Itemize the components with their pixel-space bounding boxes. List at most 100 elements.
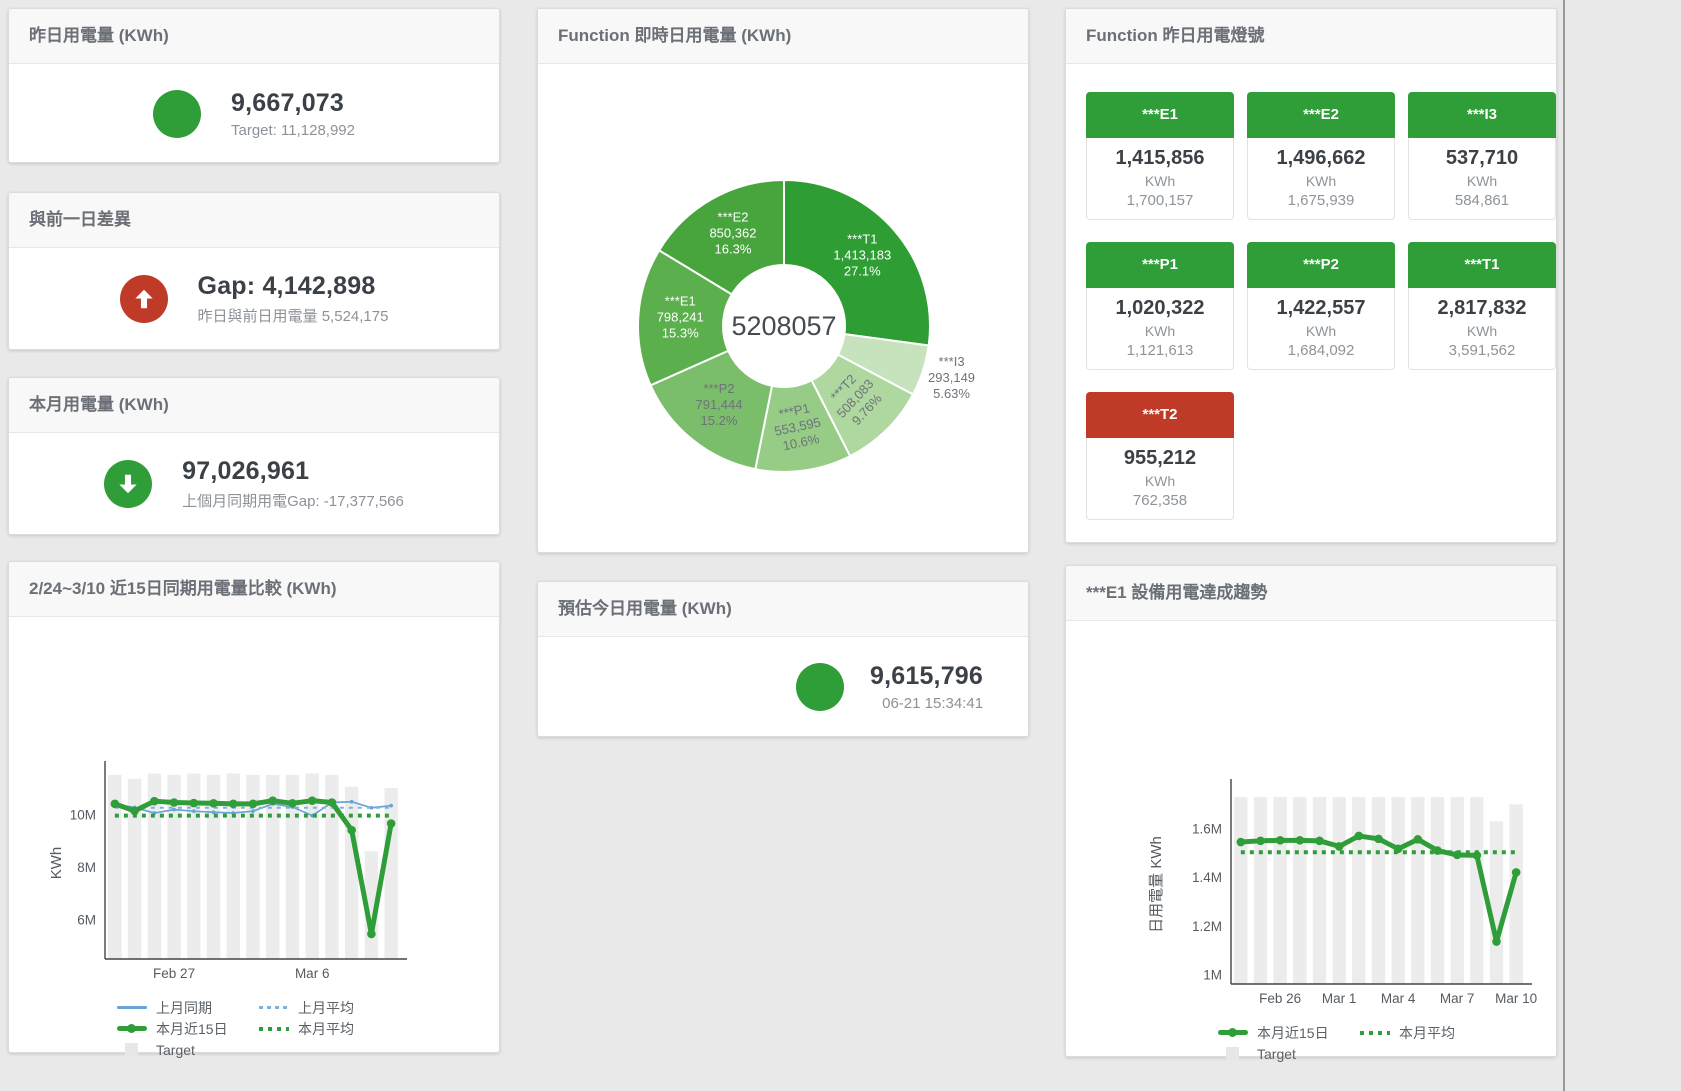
status-tile[interactable]: ***E2 1,496,662 KWh 1,675,939 [1247,92,1395,220]
kpi-value: Gap: 4,142,898 [197,272,376,300]
svg-text:Feb 26: Feb 26 [1259,991,1301,1006]
legend-label: 本月近15日 [1257,1024,1329,1041]
card-title: Function 即時日用電量 (KWh) [538,9,1028,64]
tile-target: 1,121,613 [1126,342,1194,359]
kpi-value: 97,026,961 [182,457,310,485]
tile-unit: KWh [1466,173,1498,189]
window-edge-divider [1563,0,1565,1091]
tile-unit: KWh [1305,173,1337,189]
tile-value: 1,422,557 [1276,297,1366,319]
svg-text:Mar 7: Mar 7 [1440,991,1475,1006]
status-tile[interactable]: ***I3 537,710 KWh 584,861 [1408,92,1556,220]
status-tile[interactable]: ***T2 955,212 KWh 762,358 [1086,392,1234,520]
tile-name: ***T1 [1408,242,1556,288]
tile-target: 3,591,562 [1448,342,1516,359]
tile-value: 1,415,856 [1115,147,1205,169]
green-dot-swatch-icon [1360,1030,1390,1035]
status-tile[interactable]: ***E1 1,415,856 KWh 1,700,157 [1086,92,1234,220]
compare15-legend[interactable]: 上月同期 上月平均本月近15日 本月平均 Target [9,994,499,1060]
tile-name: ***P2 [1247,242,1395,288]
card-title: 本月用電量 (KWh) [9,378,499,433]
kpi-text: 9,615,796 06-21 15:34:41 [870,662,983,712]
svg-text:日用電量 KWh: 日用電量 KWh [1148,836,1165,933]
card-title: 2/24~3/10 近15日同期用電量比較 (KWh) [9,562,499,617]
legend-label: 本月平均 [298,1020,354,1037]
status-tile[interactable]: ***T1 2,817,832 KWh 3,591,562 [1408,242,1556,370]
legend-item[interactable]: 上月同期 [117,998,259,1018]
svg-text:Mar 1: Mar 1 [1322,991,1357,1006]
kpi-value: 9,667,073 [231,88,345,117]
kpi-sub: 上個月同期用電Gap: -17,377,566 [182,493,404,510]
card-month-usage: 本月用電量 (KWh) 97,026,961 上個月同期用電Gap: -17,3… [8,377,500,535]
card-title: 預估今日用電量 (KWh) [538,582,1028,637]
card-status-lights: Function 昨日用電燈號 ***E1 1,415,856 KWh 1,70… [1065,8,1557,543]
legend-label: Target [156,1041,195,1058]
kpi-timestamp: 06-21 15:34:41 [882,695,984,712]
legend-label: 本月近15日 [156,1020,228,1037]
card-title: ***E1 設備用電達成趨勢 [1066,566,1556,621]
card-title: Function 昨日用電燈號 [1066,9,1556,64]
legend-item[interactable]: 上月平均 [259,998,401,1018]
legend-item[interactable]: 本月近15日 [117,1019,259,1039]
svg-text:6M: 6M [77,913,96,928]
legend-label: 上月同期 [156,999,212,1016]
svg-text:1.6M: 1.6M [1192,822,1222,837]
tile-value: 955,212 [1123,447,1197,469]
svg-text:1.2M: 1.2M [1192,919,1222,934]
svg-text:10M: 10M [70,807,96,822]
compare15-line-chart[interactable]: 6M 8M 10M Feb 27 Mar 6 KWh [9,617,501,989]
card-estimate-today: 預估今日用電量 (KWh) 9,615,796 06-21 15:34:41 [537,581,1029,737]
tile-unit: KWh [1144,173,1176,189]
legend-item[interactable]: 本月近15日 [1218,1023,1360,1043]
arrow-up-icon [119,275,168,323]
legend-label: Target [1257,1045,1296,1062]
legend-item[interactable]: 本月平均 [1360,1023,1502,1043]
card-title: 與前一日差異 [9,193,499,248]
kpi-text: 9,667,073 Target: 11,128,992 [231,89,355,139]
status-tile[interactable]: ***P2 1,422,557 KWh 1,684,092 [1247,242,1395,370]
tile-name: ***E2 [1247,92,1395,138]
arrow-down-icon [104,460,153,508]
kpi-text: Gap: 4,142,898 昨日與前日用電量 5,524,175 [198,272,389,326]
card-compare15-chart: 2/24~3/10 近15日同期用電量比較 (KWh) 6M 8M 10M Feb 2… [8,561,501,1058]
tile-value: 2,817,832 [1437,297,1527,319]
green-thick-swatch-icon [1218,1028,1248,1037]
svg-text:Mar 6: Mar 6 [295,966,330,981]
tile-name: ***P1 [1086,242,1234,288]
tile-name: ***T2 [1086,392,1234,438]
legend-row: 本月近15日 本月平均 [117,1018,499,1039]
legend-label: 上月平均 [298,999,354,1016]
e1-trend-line-chart[interactable]: 1M 1.2M 1.4M 1.6M Feb 26 Mar 1 Mar 4 Mar 7 Mar 1… [1066,621,1558,1013]
tile-target: 1,700,157 [1126,192,1194,209]
tile-value: 537,710 [1445,147,1519,169]
svg-text:Mar 10: Mar 10 [1495,991,1537,1006]
kpi-value: 9,615,796 [870,662,984,690]
svg-text:5208057: 5208057 [731,311,836,341]
tile-unit: KWh [1144,473,1176,489]
kpi-sub: 昨日與前日用電量 5,524,175 [197,308,389,325]
green-thick-swatch-icon [117,1024,147,1033]
status-tile[interactable]: ***P1 1,020,322 KWh 1,121,613 [1086,242,1234,370]
tile-target: 584,861 [1454,192,1510,209]
svg-text:1M: 1M [1203,967,1222,982]
realtime-donut-chart[interactable]: ***T1 1,413,183 27.1%***I3 293,149 5.63%***T… [538,64,1030,534]
e1-trend-legend[interactable]: 本月近15日 本月平均 Target [1066,1018,1556,1064]
kpi-target: Target: 11,128,992 [231,121,355,139]
card-e1-trend-chart: ***E1 設備用電達成趨勢 1M 1.2M 1.4M 1.6M Feb 26 Mar 1… [1065,565,1558,1062]
svg-text:1.4M: 1.4M [1192,870,1222,885]
svg-text:Mar 4: Mar 4 [1381,991,1416,1006]
legend-item[interactable]: Target [1218,1046,1360,1062]
tile-unit: KWh [1466,323,1498,339]
tile-unit: KWh [1305,323,1337,339]
legend-item[interactable]: 本月平均 [259,1019,401,1039]
status-tile-grid: ***E1 1,415,856 KWh 1,700,157 ***E2 1,49… [1066,64,1556,548]
tile-unit: KWh [1144,323,1176,339]
tile-target: 1,684,092 [1287,342,1355,359]
blue-line-swatch-icon [117,1006,147,1009]
legend-item[interactable]: Target [117,1042,259,1058]
kpi-text: 97,026,961 上個月同期用電Gap: -17,377,566 [182,457,404,511]
